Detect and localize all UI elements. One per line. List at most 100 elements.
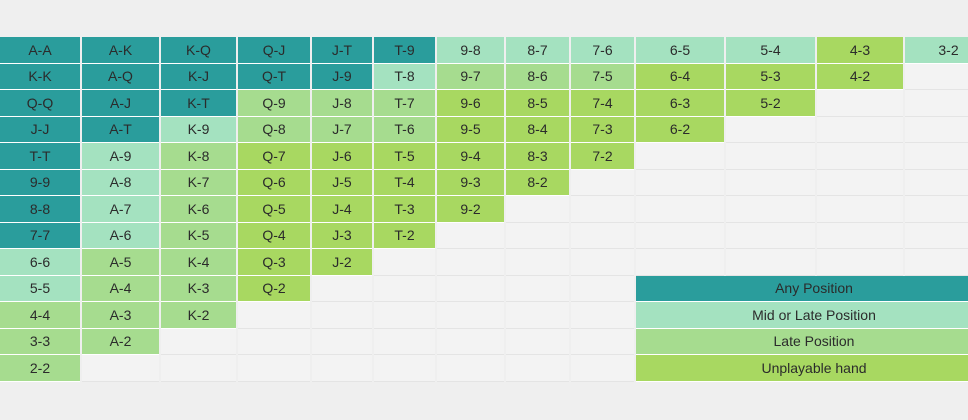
hand-cell: 3-2 (905, 37, 968, 64)
hand-cell: 5-5 (0, 275, 80, 302)
hand-cell: 7-5 (571, 63, 634, 90)
hand-cell: J-7 (312, 116, 372, 143)
hand-cell: K-K (0, 63, 80, 90)
empty-cell (905, 63, 968, 90)
legend-item-unp: Unplayable hand (636, 355, 968, 382)
empty-cell (437, 222, 504, 249)
empty-cell (905, 90, 968, 117)
hand-cell: 9-8 (437, 37, 504, 64)
hand-cell: J-T (312, 37, 372, 64)
empty-cell (571, 169, 634, 196)
empty-cell (571, 355, 634, 382)
hand-cell: K-4 (161, 249, 236, 276)
hand-cell: 6-6 (0, 249, 80, 276)
hand-cell: T-9 (374, 37, 435, 64)
hand-cell: T-2 (374, 222, 435, 249)
hand-cell: J-6 (312, 143, 372, 170)
hand-cell: A-Q (82, 63, 159, 90)
hand-cell: K-9 (161, 116, 236, 143)
hand-cell: Q-T (238, 63, 310, 90)
hand-cell: K-8 (161, 143, 236, 170)
hand-cell: 9-2 (437, 196, 504, 223)
empty-cell (161, 328, 236, 355)
hand-cell: A-4 (82, 275, 159, 302)
hand-cell: 8-6 (506, 63, 569, 90)
hand-cell: 8-4 (506, 116, 569, 143)
hand-cell: K-5 (161, 222, 236, 249)
hand-cell: A-2 (82, 328, 159, 355)
hand-cell: 8-8 (0, 196, 80, 223)
empty-cell (161, 355, 236, 382)
hand-cell: 9-7 (437, 63, 504, 90)
empty-cell (238, 328, 310, 355)
hand-cell: 6-3 (636, 90, 724, 117)
empty-cell (726, 169, 815, 196)
empty-cell (506, 222, 569, 249)
empty-cell (905, 196, 968, 223)
legend-item-mid: Mid or Late Position (636, 302, 968, 329)
hand-cell: 8-2 (506, 169, 569, 196)
hand-cell: 7-4 (571, 90, 634, 117)
empty-cell (905, 169, 968, 196)
hand-cell: 9-5 (437, 116, 504, 143)
legend-item-late: Late Position (636, 328, 968, 355)
hand-cell: K-Q (161, 37, 236, 64)
hand-cell: J-2 (312, 249, 372, 276)
empty-cell (506, 328, 569, 355)
legend-item-any: Any Position (636, 275, 968, 302)
hand-cell: J-8 (312, 90, 372, 117)
hand-cell: 3-3 (0, 328, 80, 355)
hand-cell: T-3 (374, 196, 435, 223)
hand-cell: J-4 (312, 196, 372, 223)
empty-cell (506, 249, 569, 276)
empty-cell (571, 328, 634, 355)
empty-cell (817, 143, 903, 170)
hand-cell: J-3 (312, 222, 372, 249)
hand-cell: A-T (82, 116, 159, 143)
empty-cell (437, 302, 504, 329)
hand-cell: A-9 (82, 143, 159, 170)
hand-cell: 7-3 (571, 116, 634, 143)
hand-cell: Q-2 (238, 275, 310, 302)
hand-cell: 6-4 (636, 63, 724, 90)
hand-cell: 4-4 (0, 302, 80, 329)
hand-cell: J-J (0, 116, 80, 143)
empty-cell (636, 222, 724, 249)
hand-cell: Q-Q (0, 90, 80, 117)
hand-cell: 8-7 (506, 37, 569, 64)
empty-cell (905, 143, 968, 170)
empty-cell (238, 355, 310, 382)
hand-cell: 8-3 (506, 143, 569, 170)
empty-cell (726, 196, 815, 223)
hand-cell: Q-J (238, 37, 310, 64)
empty-cell (437, 328, 504, 355)
hand-cell: 7-6 (571, 37, 634, 64)
hand-cell: A-5 (82, 249, 159, 276)
hand-cell: Q-6 (238, 169, 310, 196)
empty-cell (905, 116, 968, 143)
hand-cell: K-T (161, 90, 236, 117)
empty-cell (312, 275, 372, 302)
hand-cell: K-7 (161, 169, 236, 196)
empty-cell (506, 196, 569, 223)
hand-cell: 8-5 (506, 90, 569, 117)
hand-cell: Q-4 (238, 222, 310, 249)
hand-cell: Q-3 (238, 249, 310, 276)
hand-cell: 9-9 (0, 169, 80, 196)
empty-cell (374, 302, 435, 329)
hand-cell: 4-2 (817, 63, 903, 90)
hand-cell: J-9 (312, 63, 372, 90)
hand-cell: A-A (0, 37, 80, 64)
empty-cell (238, 302, 310, 329)
hand-cell: A-J (82, 90, 159, 117)
empty-cell (817, 222, 903, 249)
hand-cell: 6-2 (636, 116, 724, 143)
hand-cell: T-7 (374, 90, 435, 117)
empty-cell (726, 222, 815, 249)
hand-cell: Q-9 (238, 90, 310, 117)
hand-cell: T-5 (374, 143, 435, 170)
hand-cell: 5-2 (726, 90, 815, 117)
hand-cell: 9-6 (437, 90, 504, 117)
hand-cell: K-3 (161, 275, 236, 302)
hand-cell: 4-3 (817, 37, 903, 64)
